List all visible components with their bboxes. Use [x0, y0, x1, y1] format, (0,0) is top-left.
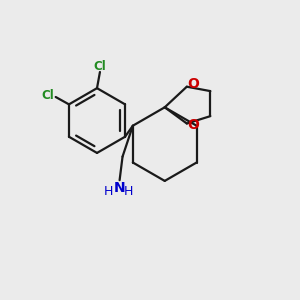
Text: H: H: [124, 185, 133, 198]
Text: Cl: Cl: [94, 60, 106, 73]
Text: N: N: [114, 182, 125, 195]
Text: Cl: Cl: [41, 89, 54, 102]
Text: O: O: [187, 118, 199, 132]
Text: H: H: [104, 185, 113, 198]
Text: O: O: [187, 77, 199, 91]
